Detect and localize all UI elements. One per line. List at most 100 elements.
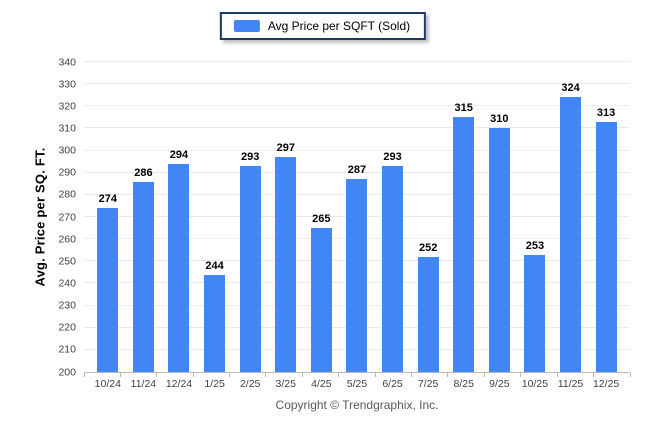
x-axis-tick	[192, 373, 194, 377]
bars-row: 274 10/24 286 11/24 294 12/24 244 1/25 293 2/25 29…	[84, 62, 630, 389]
gridline	[84, 171, 630, 173]
bar-value-label: 286	[134, 166, 153, 179]
y-tick-label: 270	[58, 210, 76, 223]
x-tick-label: 10/25	[521, 377, 549, 390]
bar-slot: 293 2/25	[232, 62, 268, 389]
bar-slot: 287 5/25	[339, 62, 375, 389]
bar	[453, 117, 475, 372]
x-tick-label: 11/24	[130, 377, 157, 390]
x-axis-tick	[411, 373, 413, 377]
bar-value-label: 310	[490, 113, 509, 126]
bar-value-label: 294	[169, 148, 189, 161]
x-tick-label: 1/25	[204, 377, 225, 390]
bar	[524, 254, 546, 372]
bar-value-label: 293	[383, 151, 402, 164]
bar-value-label: 265	[312, 213, 331, 226]
x-tick-label: 4/25	[311, 377, 332, 390]
bar	[275, 157, 297, 372]
bar-slot: 293 6/25	[375, 62, 411, 389]
bar-slot: 310 9/25	[482, 62, 518, 389]
gridline	[84, 83, 630, 85]
gridline	[84, 149, 630, 151]
gridline	[84, 61, 630, 62]
bar	[488, 128, 510, 372]
x-axis-tick	[374, 373, 376, 377]
bar-slot: 244 1/25	[197, 62, 233, 389]
y-tick-label: 200	[58, 365, 76, 378]
y-tick-labels: 200 210 220 230 240 250 260 270 280 290 300 310 320 3…	[38, 57, 80, 377]
bar-value-label: 297	[276, 142, 295, 155]
x-axis-tick	[593, 373, 595, 377]
y-tick-label: 220	[58, 321, 76, 334]
bar-slot: 274 10/24	[90, 62, 126, 389]
legend-swatch	[233, 20, 260, 32]
bar-slot: 294 12/24	[161, 62, 197, 388]
bar-slot: 253 10/25	[517, 62, 553, 388]
x-axis-tick	[119, 373, 121, 377]
x-tick-label: 6/25	[382, 377, 403, 390]
y-tick-label: 310	[58, 122, 76, 135]
bar-value-label: 313	[596, 106, 616, 119]
x-tick-label: 11/25	[557, 377, 584, 390]
bar-slot: 265 4/25	[304, 62, 340, 389]
x-axis-ticks	[83, 372, 631, 377]
y-tick-label: 280	[58, 188, 76, 201]
bar-value-label: 274	[98, 193, 117, 206]
x-axis-tick	[556, 373, 558, 377]
bar	[168, 163, 190, 372]
y-tick-label: 260	[58, 232, 76, 245]
x-axis-tick	[83, 373, 85, 377]
bar-value-label: 324	[561, 82, 580, 95]
gridline	[84, 127, 630, 129]
bar	[97, 208, 119, 372]
bar-value-label: 315	[454, 102, 473, 115]
bar-slot: 286 11/24	[126, 62, 162, 388]
x-tick-label: 12/24	[165, 377, 193, 390]
x-tick-label: 3/25	[275, 377, 296, 390]
bar-value-label: 253	[525, 239, 545, 252]
y-tick-label: 230	[58, 299, 76, 312]
bar	[382, 166, 404, 372]
bar	[560, 97, 582, 372]
y-tick-label: 330	[58, 77, 76, 90]
x-tick-label: 5/25	[346, 377, 368, 390]
x-axis-tick	[301, 373, 303, 377]
legend: Avg Price per SQFT (Sold)	[219, 12, 427, 40]
y-tick-label: 250	[58, 255, 76, 268]
bar-value-label: 244	[205, 259, 224, 272]
bar	[346, 179, 368, 372]
x-axis-tick	[156, 373, 158, 377]
x-axis-tick	[265, 373, 267, 377]
x-axis-tick	[447, 373, 449, 377]
y-tick-label: 240	[58, 277, 76, 290]
bar	[132, 181, 154, 372]
y-tick-label: 300	[58, 144, 76, 157]
bar	[310, 228, 332, 372]
y-tick-label: 340	[58, 55, 76, 68]
x-axis-tick	[629, 373, 631, 377]
bar	[204, 274, 226, 372]
bar-slot: 324 11/25	[553, 62, 589, 389]
bar-slot: 252 7/25	[410, 62, 446, 389]
x-tick-label: 7/25	[417, 377, 439, 390]
bar-slot: 313 12/25	[588, 62, 624, 388]
bar	[417, 256, 439, 372]
legend-label: Avg Price per SQFT (Sold)	[267, 19, 411, 33]
x-tick-label: 12/25	[592, 377, 620, 390]
bar-slot: 315 8/25	[446, 62, 482, 389]
x-axis-tick	[338, 373, 340, 377]
x-tick-label: 9/25	[489, 377, 510, 390]
bar	[239, 166, 261, 372]
bar-value-label: 252	[418, 241, 438, 254]
x-tick-label: 10/24	[94, 377, 121, 390]
y-tick-label: 320	[58, 100, 76, 113]
x-tick-label: 8/25	[453, 377, 474, 390]
bar-value-label: 287	[347, 164, 367, 177]
x-axis-tick	[520, 373, 522, 377]
bar	[595, 121, 617, 372]
plot-area: 274 10/24 286 11/24 294 12/24 244 1/25 293 2/25 29…	[83, 61, 631, 389]
bar-slot: 297 3/25	[268, 62, 304, 389]
x-axis-tick	[483, 373, 485, 377]
x-axis-tick	[229, 373, 231, 377]
